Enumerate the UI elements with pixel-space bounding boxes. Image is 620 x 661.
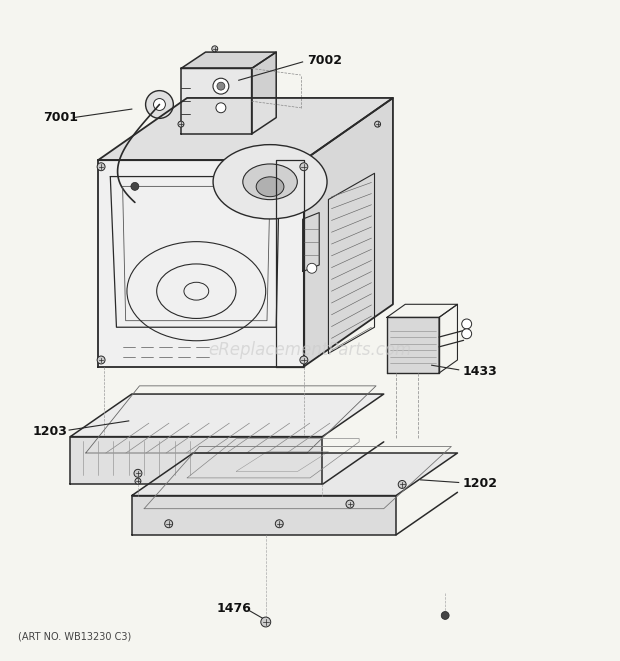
Polygon shape [304, 98, 393, 367]
Circle shape [212, 46, 218, 52]
Circle shape [261, 617, 271, 627]
Circle shape [398, 481, 406, 488]
Ellipse shape [213, 145, 327, 219]
Circle shape [135, 478, 141, 484]
Polygon shape [132, 496, 396, 535]
Circle shape [213, 78, 229, 94]
Circle shape [462, 319, 472, 329]
Polygon shape [387, 317, 439, 373]
Text: 1202: 1202 [463, 477, 497, 490]
Text: eReplacementParts.com: eReplacementParts.com [208, 341, 412, 359]
Circle shape [146, 91, 174, 118]
Circle shape [97, 356, 105, 364]
Circle shape [131, 182, 139, 190]
Polygon shape [181, 69, 252, 134]
Circle shape [300, 356, 308, 364]
Polygon shape [70, 394, 384, 437]
Circle shape [374, 121, 381, 127]
Ellipse shape [243, 164, 298, 200]
Circle shape [165, 520, 172, 527]
Text: 7001: 7001 [43, 111, 78, 124]
Circle shape [154, 98, 166, 110]
Ellipse shape [256, 177, 284, 197]
Circle shape [307, 263, 317, 273]
Circle shape [134, 469, 142, 477]
Circle shape [97, 163, 105, 171]
Polygon shape [70, 437, 322, 485]
Text: 7002: 7002 [307, 54, 342, 67]
Circle shape [346, 500, 354, 508]
Circle shape [217, 82, 225, 90]
Text: 1476: 1476 [216, 602, 252, 615]
Circle shape [216, 103, 226, 113]
Polygon shape [252, 52, 276, 134]
Circle shape [462, 329, 472, 338]
Text: (ART NO. WB13230 C3): (ART NO. WB13230 C3) [18, 632, 131, 642]
Polygon shape [181, 52, 276, 69]
Circle shape [441, 611, 449, 619]
Polygon shape [132, 453, 458, 496]
Polygon shape [98, 160, 304, 367]
Polygon shape [98, 98, 393, 160]
Text: 1203: 1203 [32, 425, 67, 438]
Circle shape [178, 121, 184, 127]
Circle shape [275, 520, 283, 527]
Circle shape [300, 163, 308, 171]
Text: 1433: 1433 [463, 365, 497, 377]
